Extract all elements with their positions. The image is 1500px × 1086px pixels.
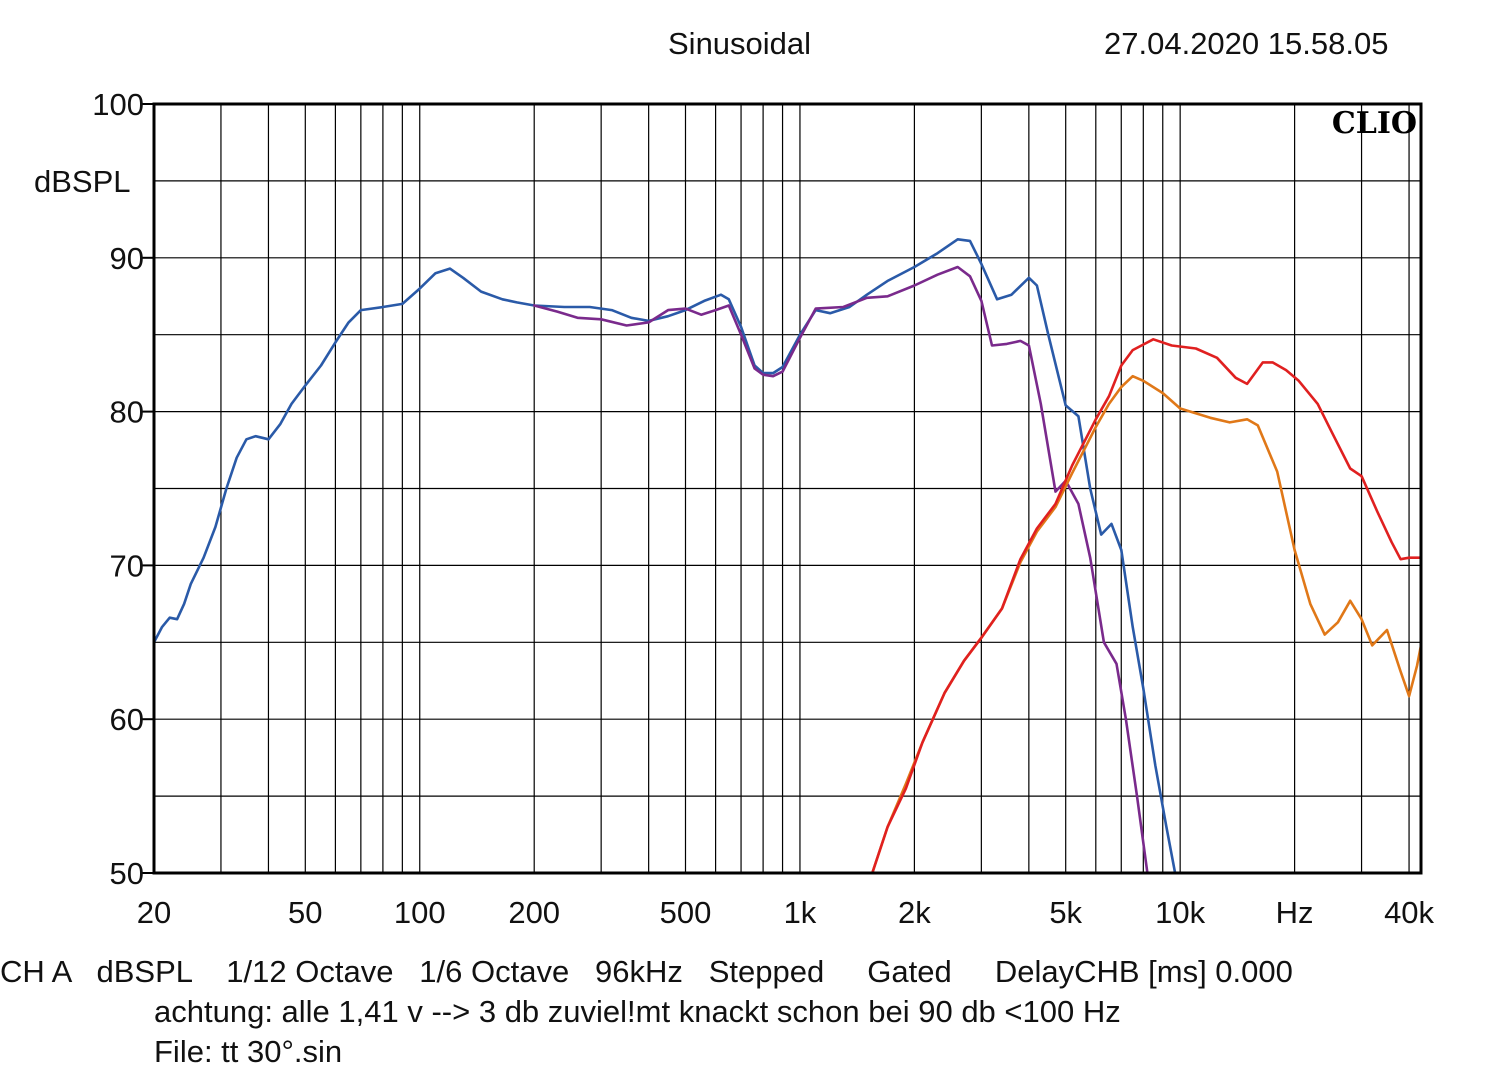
x-tick-label: 100	[394, 895, 446, 930]
x-tick-label: 50	[288, 895, 322, 930]
y-tick-labels: 100 90 80 70 60 50	[92, 87, 154, 891]
y-tick-label: 80	[110, 395, 144, 430]
x-tick-label: 20	[137, 895, 171, 930]
comment-line: achtung: alle 1,41 v --> 3 db zuviel!mt …	[154, 994, 1121, 1029]
plot-frame	[152, 102, 1423, 875]
x-tick-label: 10k	[1155, 895, 1205, 930]
x-tick-label: 1k	[784, 895, 817, 930]
y-tick-label: 90	[110, 241, 144, 276]
x-tick-label: 500	[660, 895, 712, 930]
file-line: File: tt 30°.sin	[154, 1034, 343, 1069]
series-line-3	[871, 374, 1423, 875]
settings-line: CH A dBSPL 1/12 Octave 1/6 Octave 96kHz …	[0, 954, 1293, 989]
series-line-2	[532, 265, 1149, 875]
y-tick-label: 70	[110, 548, 144, 583]
x-tick-label: Hz	[1276, 895, 1314, 930]
series-line-4	[871, 338, 1423, 875]
timestamp: 27.04.2020 15.58.05	[1104, 26, 1389, 61]
x-tick-label: 200	[508, 895, 560, 930]
y-tick-label: 100	[92, 87, 144, 122]
grid	[154, 104, 1421, 873]
y-tick-label: 60	[110, 702, 144, 737]
x-tick-label: 5k	[1049, 895, 1082, 930]
y-tick-label: 50	[110, 856, 144, 891]
x-tick-labels: 20 50 100 200 500 1k 2k 5k 10k Hz 40k	[137, 895, 1435, 930]
x-tick-label: 2k	[898, 895, 931, 930]
chart-title: Sinusoidal	[668, 26, 812, 61]
series-layer	[152, 238, 1423, 875]
x-tick-label: 40k	[1384, 895, 1434, 930]
clio-logo: CLIO	[1332, 106, 1417, 141]
y-axis-label: dBSPL	[34, 164, 131, 199]
series-line-1	[152, 238, 1177, 875]
